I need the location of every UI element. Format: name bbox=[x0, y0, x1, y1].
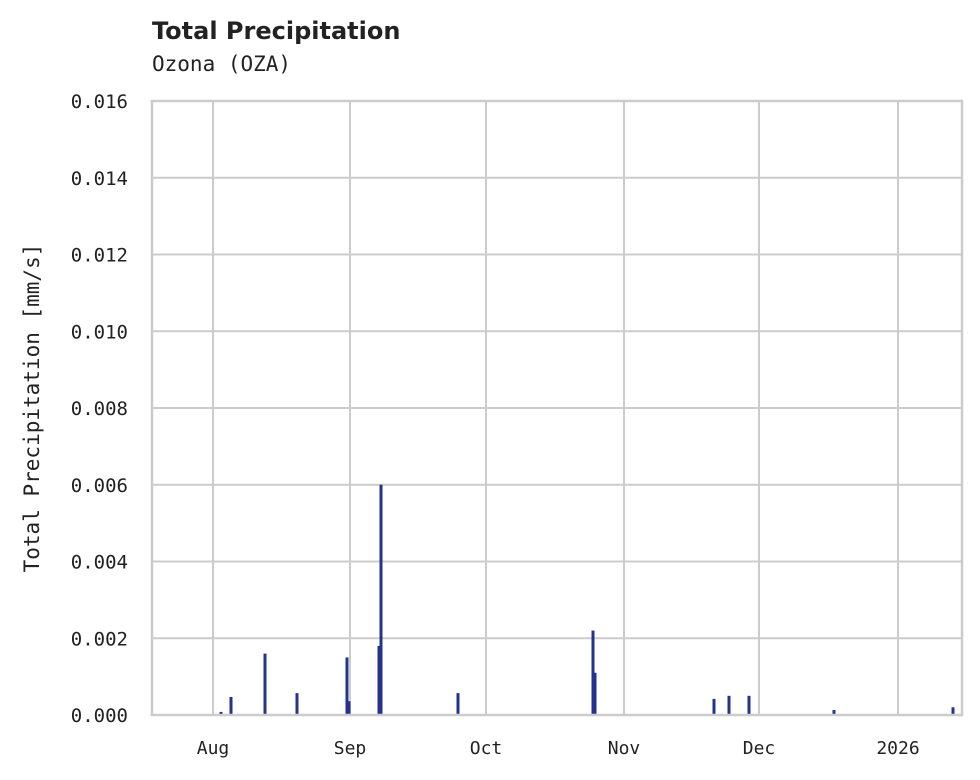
plot-frame bbox=[150, 99, 964, 717]
precip-bar bbox=[229, 696, 233, 715]
y-tick-label: 0.016 bbox=[71, 91, 128, 113]
chart-subtitle: Ozona (OZA) bbox=[152, 52, 292, 76]
x-tick-label: 2026 bbox=[876, 738, 919, 759]
y-tick-label: 0.004 bbox=[71, 552, 128, 574]
y-tick-label: 0.006 bbox=[71, 475, 128, 497]
precip-bar bbox=[727, 695, 731, 715]
precip-bar bbox=[345, 657, 349, 715]
x-tick-label: Sep bbox=[334, 738, 367, 759]
precip-bar bbox=[591, 630, 595, 715]
x-tick-label: Aug bbox=[197, 738, 230, 759]
y-tick-label: 0.012 bbox=[71, 245, 128, 267]
precip-bar bbox=[593, 672, 597, 715]
y-tick-label: 0.010 bbox=[71, 321, 128, 343]
precip-bar bbox=[951, 707, 955, 715]
precip-bar bbox=[456, 693, 460, 715]
precip-bar bbox=[219, 711, 223, 715]
precip-bar bbox=[295, 693, 299, 715]
y-tick-label: 0.014 bbox=[71, 168, 128, 190]
precip-bar bbox=[379, 484, 383, 715]
precip-bar bbox=[263, 653, 267, 715]
x-tick-label: Oct bbox=[470, 738, 503, 759]
precip-bar bbox=[832, 710, 836, 715]
chart-title: Total Precipitation bbox=[152, 17, 401, 45]
x-tick-label: Dec bbox=[743, 738, 776, 759]
precip-bar bbox=[347, 701, 351, 715]
x-tick-label: Nov bbox=[608, 738, 641, 759]
y-tick-label: 0.002 bbox=[71, 628, 128, 650]
y-tick-label: 0.008 bbox=[71, 398, 128, 420]
y-tick-label: 0.000 bbox=[71, 705, 128, 727]
precip-bar bbox=[712, 698, 716, 715]
precip-bar bbox=[377, 645, 381, 715]
precip-bar bbox=[747, 695, 751, 715]
